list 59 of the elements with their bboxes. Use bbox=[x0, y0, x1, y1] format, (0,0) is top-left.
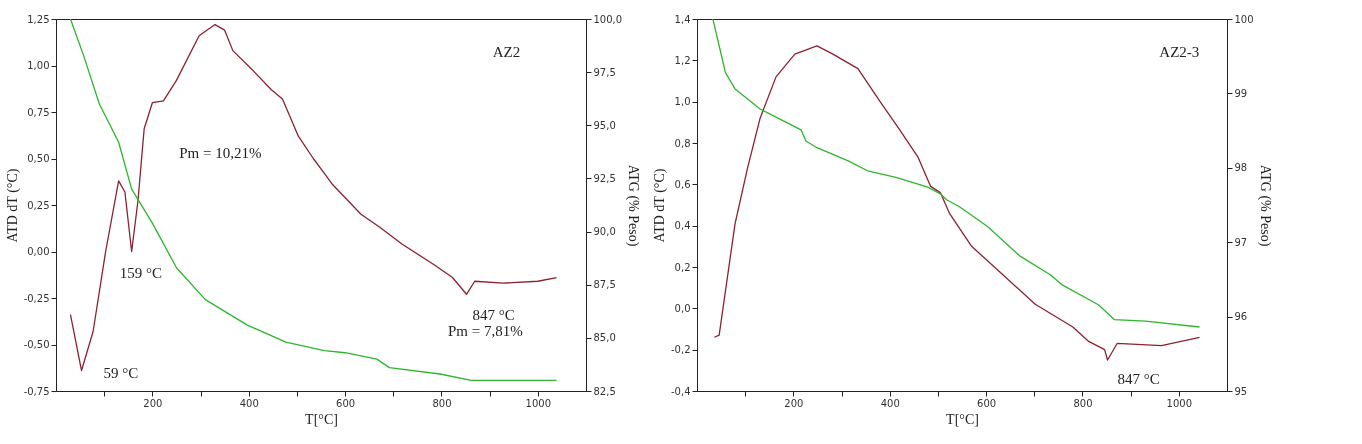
x-tick-label: 1000 bbox=[525, 397, 552, 409]
x-tick-label: 800 bbox=[1073, 397, 1093, 409]
y-tick-label: 0,50 bbox=[27, 153, 50, 164]
y-tick-label: 0,0 bbox=[674, 302, 691, 314]
y2-tick-label: 98 bbox=[1234, 162, 1248, 174]
y-tick-label: 0,8 bbox=[674, 137, 691, 149]
x-tick-label: 600 bbox=[977, 397, 997, 409]
y-tick-label: 1,25 bbox=[27, 13, 50, 25]
y2-tick-label: 87,5 bbox=[593, 279, 616, 291]
x-tick-label: 200 bbox=[784, 397, 804, 409]
y-tick-label: 1,0 bbox=[674, 96, 691, 108]
line-series bbox=[712, 19, 1201, 328]
y-tick-label: 1,00 bbox=[27, 60, 50, 71]
y2-axis-title: ATG (% Peso) bbox=[625, 164, 642, 247]
y2-tick-label: 82,5 bbox=[593, 385, 616, 397]
annotation: Pm = 10,21% bbox=[179, 144, 262, 161]
y-tick-label: -0,50 bbox=[23, 339, 50, 350]
line-series bbox=[713, 45, 1201, 361]
annotation: Pm = 7,81% bbox=[447, 323, 523, 340]
x-tick-label: 800 bbox=[432, 397, 452, 409]
x-axis-title: T[°C] bbox=[946, 411, 979, 427]
y2-tick-label: 97,5 bbox=[593, 66, 616, 78]
y-tick-label: 0,25 bbox=[27, 199, 50, 211]
y2-tick-label: 97 bbox=[1234, 236, 1248, 248]
y-tick-label: 0,2 bbox=[674, 261, 691, 273]
y2-tick-label: 95 bbox=[1234, 385, 1248, 397]
annotation: 847 °C bbox=[472, 307, 515, 324]
x-tick-label: 400 bbox=[880, 397, 900, 409]
annotation: AZ2-3 bbox=[1159, 44, 1200, 61]
y2-axis-title: ATG (% Peso) bbox=[1256, 164, 1273, 247]
x-tick-label: 200 bbox=[143, 397, 163, 409]
y-tick-label: 0,75 bbox=[27, 106, 50, 118]
y-tick-label: -0,2 bbox=[670, 344, 691, 356]
y-axis-title: ATD dT (°C) bbox=[4, 168, 21, 243]
y-tick-label: -0,4 bbox=[670, 385, 691, 397]
annotation: 59 °C bbox=[103, 364, 139, 381]
y2-tick-label: 96 bbox=[1234, 311, 1248, 323]
y2-tick-label: 90,0 bbox=[593, 226, 616, 238]
y2-tick-label: 92,5 bbox=[593, 172, 616, 184]
y-tick-label: 1,2 bbox=[674, 54, 691, 66]
x-tick-label: 600 bbox=[336, 397, 356, 409]
y-tick-label: 0,00 bbox=[27, 246, 50, 257]
y-axis-title: ATD dT (°C) bbox=[651, 168, 668, 243]
y-tick-label: -0,75 bbox=[23, 385, 50, 397]
annotation: AZ2 bbox=[492, 44, 521, 61]
y-tick-label: 0,4 bbox=[674, 220, 691, 232]
y-tick-label: -0,25 bbox=[23, 292, 50, 304]
y2-tick-label: 85,0 bbox=[593, 332, 616, 344]
x-tick-label: 400 bbox=[239, 397, 259, 409]
annotation: 847 °C bbox=[1117, 371, 1160, 387]
y2-tick-label: 99 bbox=[1234, 87, 1248, 99]
y-tick-label: 0,6 bbox=[674, 178, 691, 190]
x-axis-title: T[°C] bbox=[305, 411, 338, 427]
x-tick-label: 1000 bbox=[1166, 397, 1193, 409]
y2-tick-label: 100 bbox=[1234, 13, 1254, 25]
annotation: 159 °C bbox=[119, 264, 162, 281]
y-tick-label: 1,4 bbox=[674, 13, 691, 25]
y2-tick-label: 100,0 bbox=[593, 13, 623, 25]
y2-tick-label: 95,0 bbox=[593, 119, 616, 131]
